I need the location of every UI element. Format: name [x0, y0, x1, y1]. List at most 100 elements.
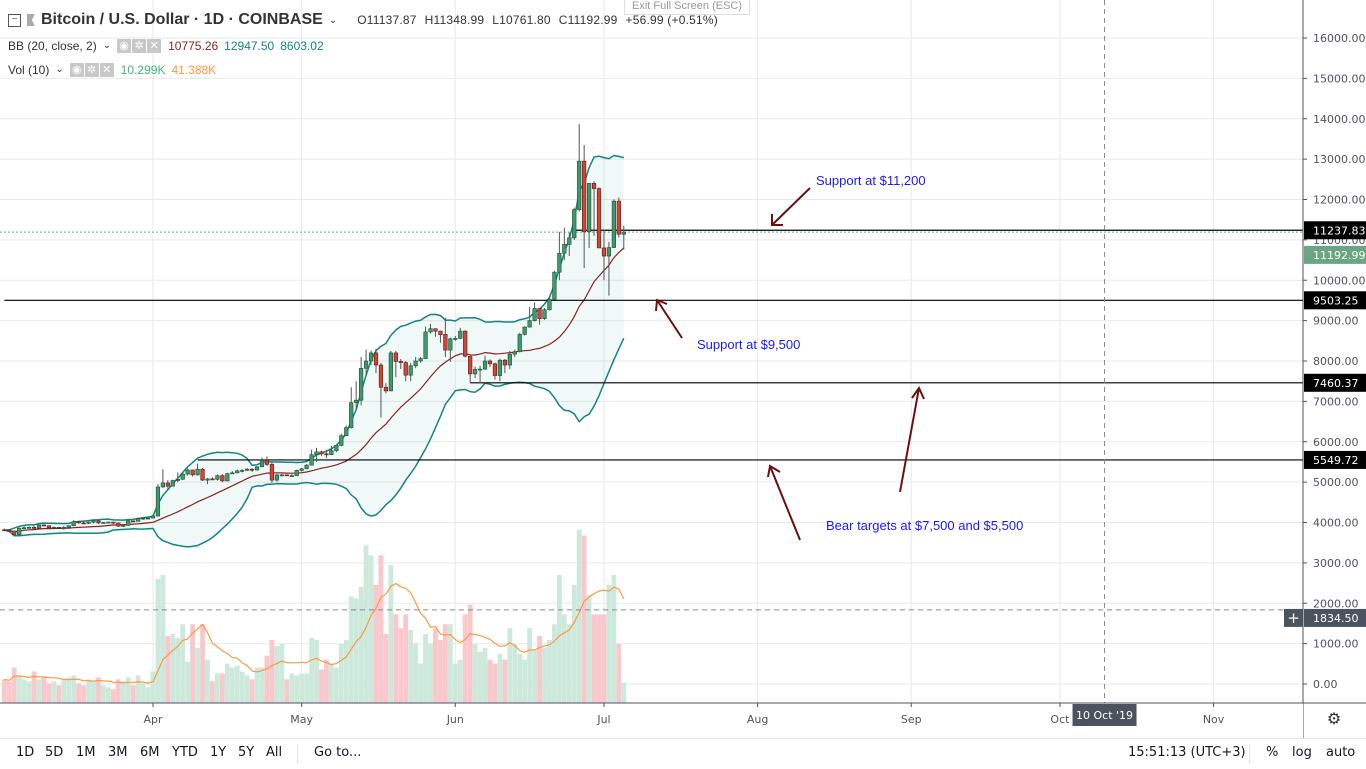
time-tick-label: Sep — [901, 713, 922, 726]
candle-body — [373, 352, 379, 366]
gear-icon[interactable]: ✲ — [132, 39, 147, 53]
candle — [349, 387, 354, 429]
chevron-down-icon[interactable]: ⌄ — [55, 64, 64, 75]
candle-body — [403, 362, 408, 376]
divider — [297, 744, 298, 764]
volume-bar — [571, 584, 577, 703]
volume-bar — [81, 685, 86, 703]
range-6m[interactable]: 6M — [140, 745, 160, 760]
chevron-down-icon[interactable]: ⌄ — [328, 14, 338, 26]
bb-label[interactable]: BB (20, close, 2) — [8, 38, 97, 53]
volume-ma-line — [4, 582, 625, 684]
candle — [413, 356, 418, 369]
auto-toggle[interactable]: auto — [1326, 745, 1356, 760]
candle-body — [86, 521, 91, 524]
gear-icon[interactable]: ✲ — [84, 63, 99, 77]
candle-body — [473, 369, 478, 375]
close-icon[interactable]: ✕ — [147, 39, 162, 53]
candle-body — [547, 298, 552, 311]
volume-bar — [561, 614, 567, 703]
volume-bar — [576, 529, 582, 703]
time-tick-label: Jul — [596, 713, 610, 726]
candle-body — [408, 365, 413, 376]
volume-bar — [165, 636, 171, 703]
collapse-icon[interactable]: − — [8, 13, 21, 27]
hline-price-label-bg — [1304, 373, 1366, 392]
candle — [195, 463, 200, 476]
candle-body — [596, 188, 602, 249]
volume-bar — [120, 681, 126, 703]
bb-legend: BB (20, close, 2) ⌄ ◉ ✲ ✕ 10775.26 12947.5… — [8, 38, 324, 53]
goto-button[interactable]: Go to... — [314, 745, 362, 760]
candle — [190, 469, 195, 477]
volume-bar — [462, 614, 468, 703]
candle-body — [398, 361, 403, 363]
candle-body — [294, 470, 299, 476]
volume-bar — [105, 687, 111, 703]
candle — [284, 474, 289, 477]
volume-bar — [621, 682, 627, 703]
vol-label[interactable]: Vol (10) — [8, 62, 50, 77]
gear-icon[interactable]: ⚙ — [1327, 709, 1341, 728]
volume-bar — [279, 643, 285, 703]
plus-icon[interactable]: + — [1287, 609, 1300, 627]
volume-bar — [219, 673, 225, 703]
log-toggle[interactable]: log — [1292, 745, 1312, 760]
range-5y[interactable]: 5Y — [238, 745, 255, 760]
volume-bar — [343, 639, 349, 703]
candle — [448, 337, 453, 362]
volume-bar — [205, 659, 210, 703]
volume-bar — [190, 624, 196, 703]
close-icon[interactable]: ✕ — [99, 63, 114, 77]
range-all[interactable]: All — [266, 745, 283, 760]
symbol-title[interactable]: Bitcoin / U.S. Dollar · 1D · COINBASE — [41, 11, 323, 28]
candle — [96, 520, 101, 525]
candle — [245, 467, 250, 471]
range-ytd[interactable]: YTD — [172, 745, 198, 760]
chevron-down-icon[interactable]: ⌄ — [102, 40, 112, 51]
candle-body — [359, 367, 364, 401]
candle-body — [611, 200, 616, 248]
bb-upper-line — [4, 154, 624, 531]
candle — [596, 187, 602, 249]
volume-bar — [140, 683, 146, 703]
candle — [329, 445, 334, 456]
range-1y[interactable]: 1Y — [210, 745, 227, 760]
volume-bar — [556, 574, 562, 703]
range-1m[interactable]: 1M — [76, 745, 96, 760]
candle — [126, 520, 131, 526]
candle — [354, 381, 359, 410]
volume-bar — [368, 555, 374, 703]
volume-bar — [51, 681, 57, 703]
candle-body — [606, 247, 612, 257]
volume-bar — [497, 653, 503, 703]
candle-body — [289, 475, 294, 477]
vol-ma: 41.388K — [171, 62, 217, 77]
volume-bar — [552, 624, 557, 703]
candle-body — [492, 363, 498, 376]
candle-body — [552, 271, 557, 300]
candle — [235, 469, 240, 474]
range-3m[interactable]: 3M — [108, 745, 128, 760]
eye-icon[interactable]: ◉ — [117, 39, 132, 53]
flag-icon[interactable] — [27, 14, 35, 26]
volume-bar — [31, 671, 37, 703]
volume-bar — [438, 639, 443, 703]
volume-bar — [403, 614, 409, 703]
candle-body — [17, 527, 22, 535]
volume-bar — [418, 663, 424, 703]
price-chart[interactable]: 16000.00 15000.00 14000.00 13000.00 12000.00… — [0, 0, 1366, 738]
percent-toggle[interactable]: % — [1266, 745, 1279, 760]
candle — [562, 227, 567, 261]
range-1d[interactable]: 1D — [16, 745, 35, 760]
range-5d[interactable]: 5D — [45, 745, 64, 760]
price-tick-label: 0.00 — [1313, 678, 1338, 691]
hline-price-label-bg — [1304, 221, 1366, 240]
clock[interactable]: 15:51:13 (UTC+3) — [1128, 745, 1246, 760]
candle-body — [507, 353, 512, 366]
candle — [180, 472, 185, 480]
volume-bar — [532, 649, 537, 703]
eye-icon[interactable]: ◉ — [69, 63, 84, 77]
exit-fullscreen-button[interactable]: Exit Full Screen (ESC) — [624, 0, 750, 15]
candle — [41, 524, 47, 527]
